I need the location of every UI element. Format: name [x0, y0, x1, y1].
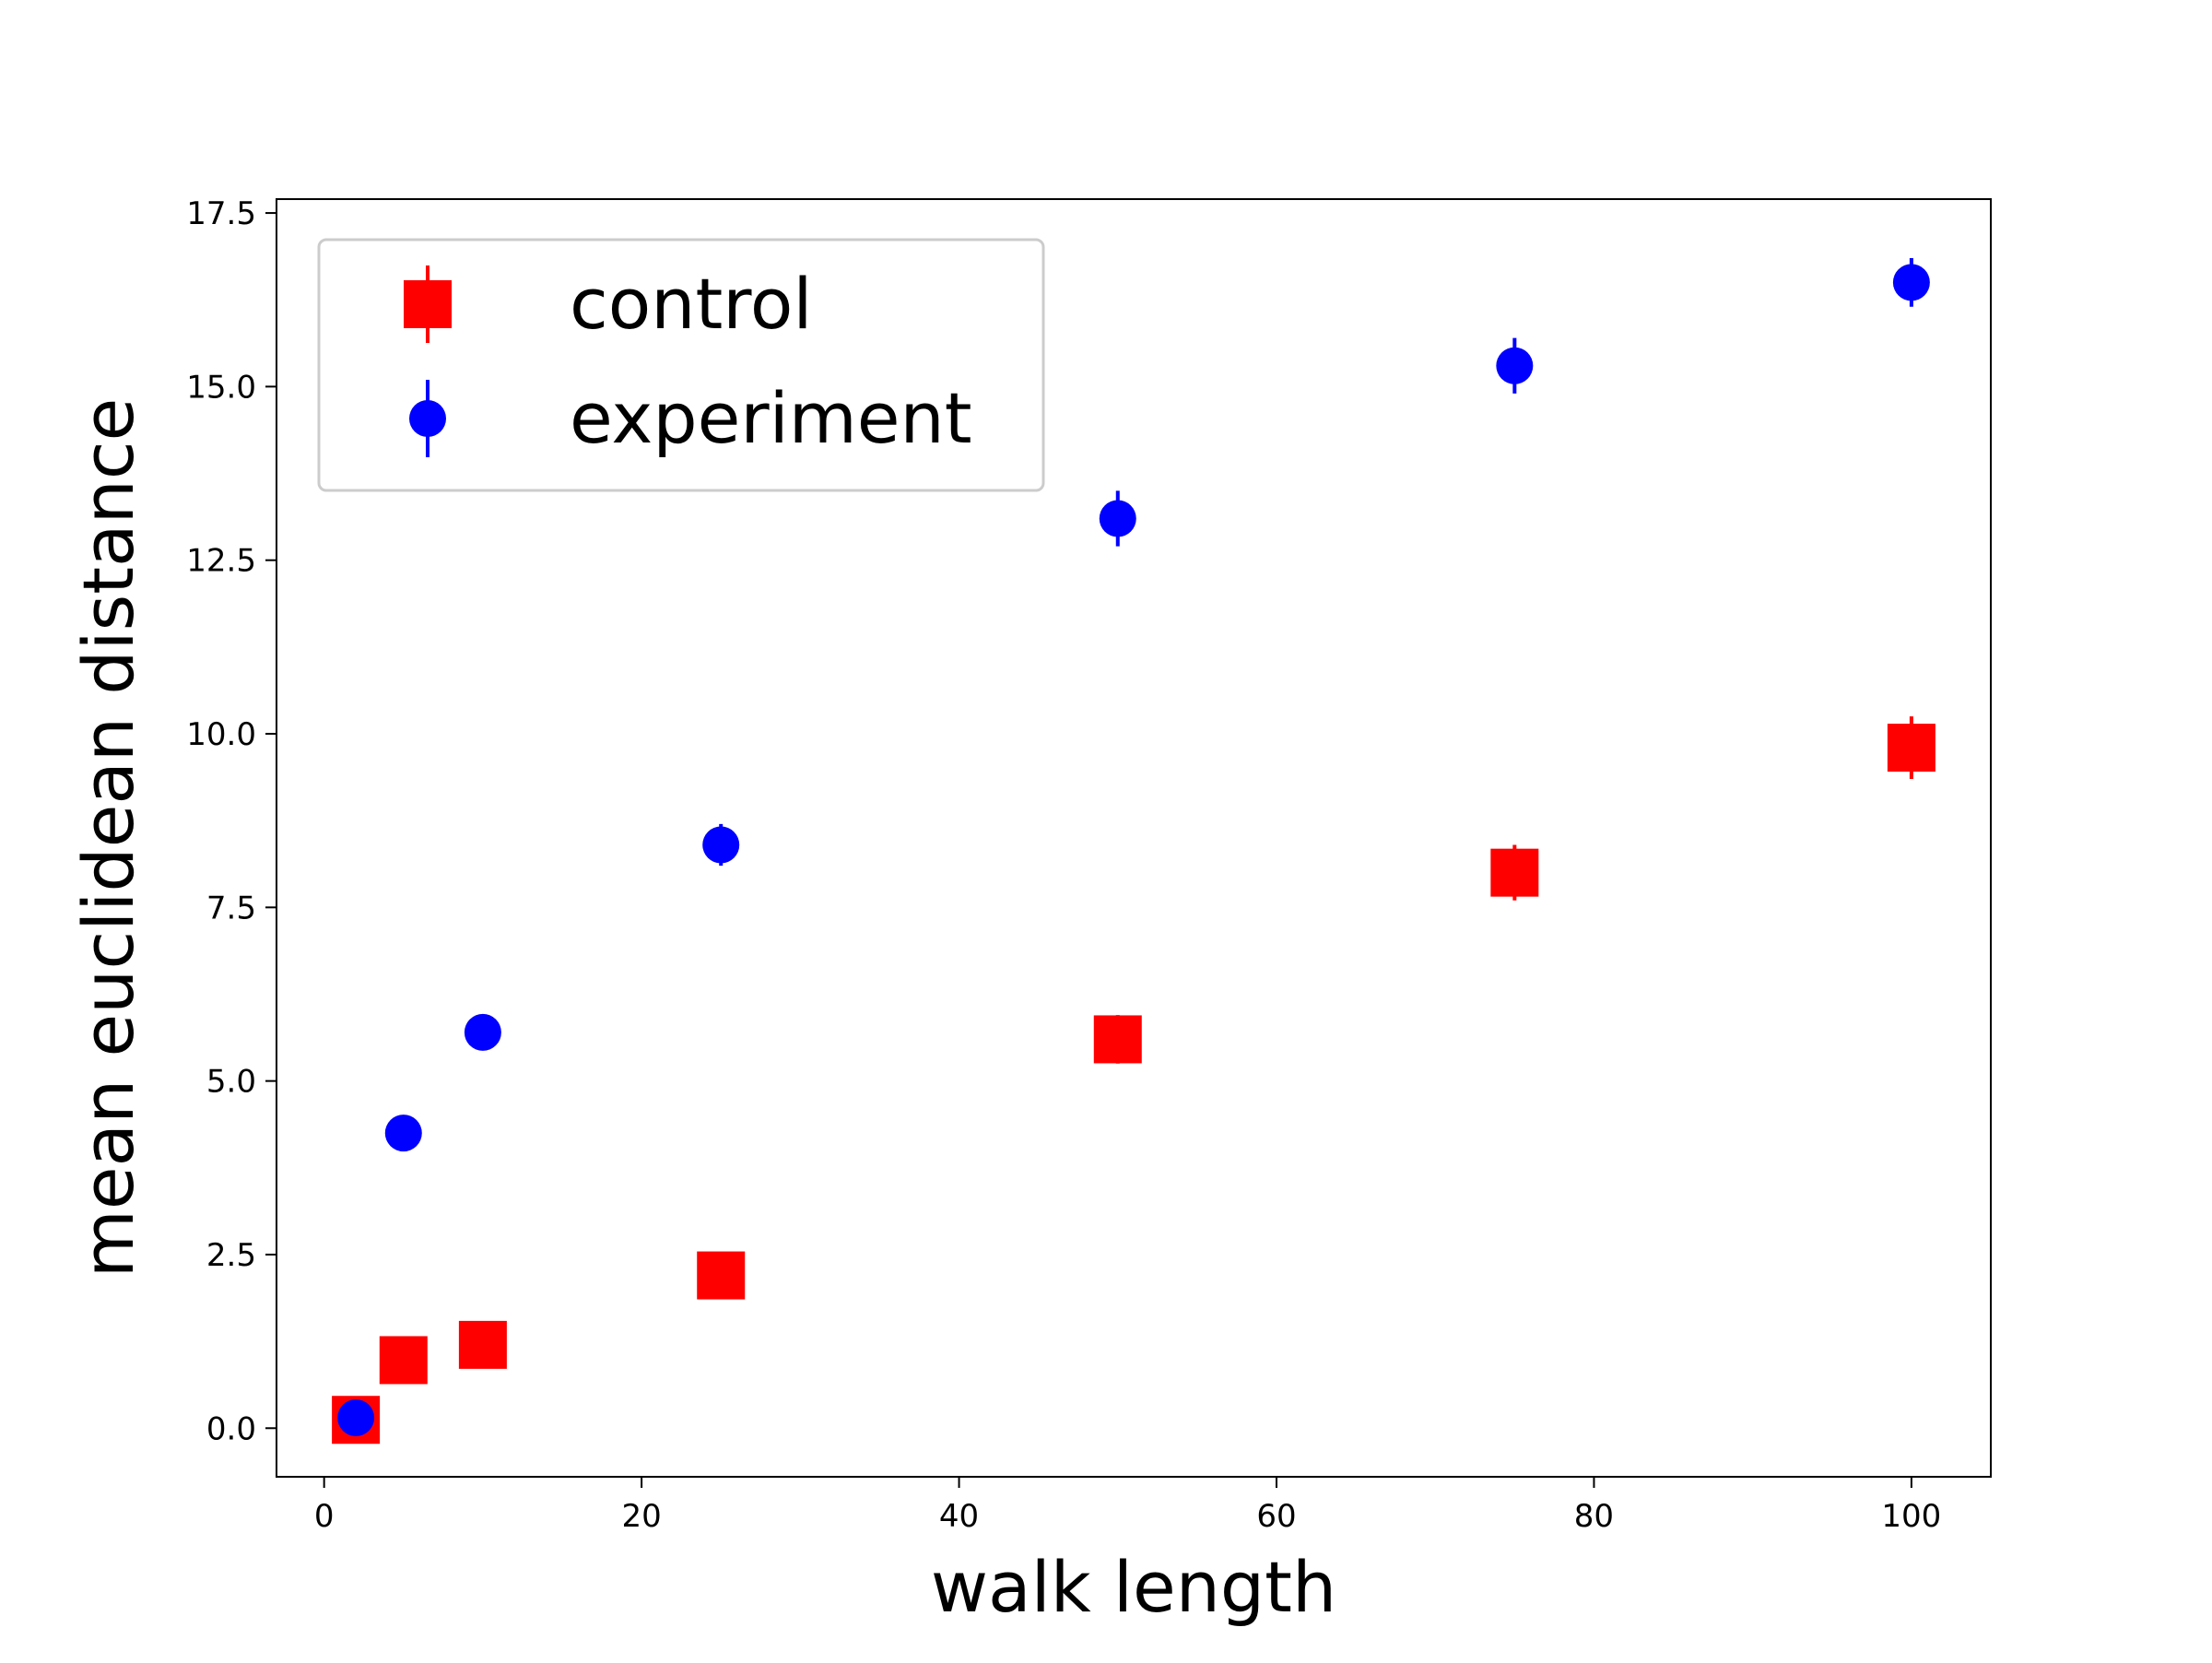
data-point: [1099, 500, 1136, 537]
y-tick-label: 15.0: [186, 369, 256, 406]
legend-item: experiment: [409, 377, 972, 459]
legend-label: experiment: [570, 377, 972, 459]
y-tick-label: 17.5: [186, 195, 256, 232]
data-point: [1892, 264, 1930, 301]
y-tick-label: 10.0: [186, 716, 256, 753]
data-point: [1887, 724, 1936, 773]
legend-item: control: [404, 263, 812, 345]
x-tick-label: 0: [314, 1498, 335, 1535]
data-point: [337, 1398, 375, 1436]
series-layer: [332, 258, 1936, 1445]
series-experiment: [337, 258, 1930, 1436]
axes-layer: 0 20 40 60 80 100 0.0 2.5 5.0 7.5 10.0 12.5 15.0 17.5: [186, 195, 1941, 1535]
x-tick-label: 60: [1256, 1498, 1296, 1535]
data-point: [697, 1251, 746, 1300]
data-point: [379, 1336, 428, 1385]
legend: control experiment: [317, 238, 1045, 492]
data-point: [1093, 1015, 1142, 1064]
y-tick-label: 0.0: [206, 1410, 256, 1447]
legend-box: [317, 238, 1045, 492]
y-axis-label: mean euclidean distance: [67, 398, 149, 1279]
data-point: [384, 1115, 422, 1152]
data-point: [1490, 848, 1539, 897]
data-point: [1496, 347, 1534, 384]
legend-marker: [404, 280, 452, 328]
legend-marker: [409, 400, 446, 437]
x-axis-label: walk length: [931, 1546, 1336, 1628]
x-tick-label: 40: [939, 1498, 979, 1535]
y-tick-label: 12.5: [186, 543, 256, 580]
data-point: [702, 826, 740, 864]
plot-frame: [276, 198, 1992, 1478]
x-tick-label: 100: [1881, 1498, 1941, 1535]
y-tick-label: 7.5: [206, 890, 256, 926]
y-tick-label: 2.5: [206, 1237, 256, 1274]
legend-label: control: [570, 263, 812, 345]
x-tick-label: 80: [1574, 1498, 1614, 1535]
x-tick-label: 20: [621, 1498, 661, 1535]
data-point: [464, 1013, 501, 1051]
data-point: [458, 1320, 507, 1369]
y-tick-label: 5.0: [206, 1064, 256, 1101]
